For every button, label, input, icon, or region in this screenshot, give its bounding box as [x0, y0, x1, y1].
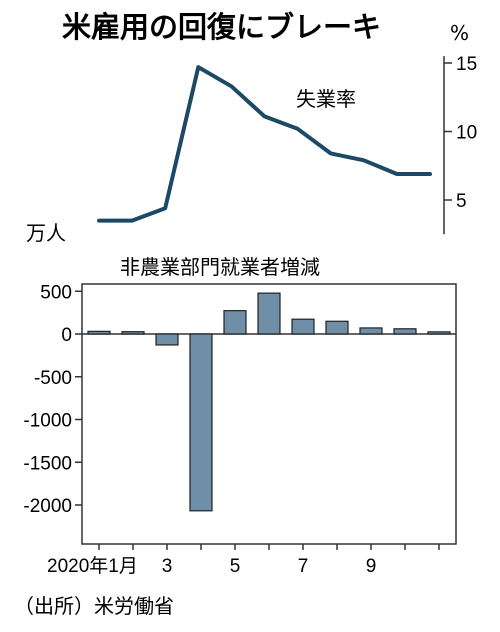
- unemployment-ytick-label: 10: [456, 123, 477, 144]
- jobs-ytick-label: -1500: [23, 453, 72, 474]
- jobs-bar: [155, 333, 179, 346]
- jobs-xtick-label: 7: [298, 556, 309, 577]
- jobs-bar: [257, 292, 281, 335]
- jobs-bar: [87, 330, 111, 335]
- jobs-bar: [121, 331, 145, 335]
- jobs-ytick-label: -500: [34, 368, 72, 389]
- jobs-bar: [223, 310, 247, 335]
- unemployment-series-label: 失業率: [296, 87, 356, 111]
- jobs-bar: [359, 327, 383, 335]
- unemployment-ytick-label: 15: [456, 54, 477, 75]
- jobs-xtick-label: 2020年1月: [47, 555, 138, 577]
- jobs-bar-plot: 500 0 -500 -1000 -1500 -2000 2020年1月 3 5 7 9: [23, 282, 457, 577]
- jobs-bar: [189, 333, 213, 512]
- jobs-ytick-label: -2000: [23, 496, 72, 517]
- unemployment-unit-label: %: [450, 21, 469, 45]
- jobs-unit-label: 万人: [26, 221, 66, 245]
- jobs-ytick-label: -1000: [23, 411, 72, 432]
- unemployment-ytick-label: 5: [456, 191, 467, 212]
- jobs-xtick-label: 9: [366, 556, 377, 577]
- jobs-bar: [291, 318, 315, 335]
- unemployment-plot: 5 10 15: [97, 54, 477, 235]
- jobs-chart-title: 非農業部門就業者増減: [120, 255, 320, 279]
- jobs-bar: [393, 328, 417, 335]
- source-note: （出所）米労働省: [14, 594, 174, 618]
- jobs-bar: [325, 320, 349, 335]
- jobs-xtick-label: 5: [230, 556, 241, 577]
- unemployment-line: [97, 65, 432, 223]
- chart-title: 米雇用の回復にブレーキ: [62, 10, 381, 44]
- jobs-ytick-label: 0: [61, 325, 72, 346]
- jobs-bar: [427, 331, 451, 335]
- jobs-ytick-label: 500: [40, 282, 72, 303]
- jobs-xtick-label: 3: [162, 556, 173, 577]
